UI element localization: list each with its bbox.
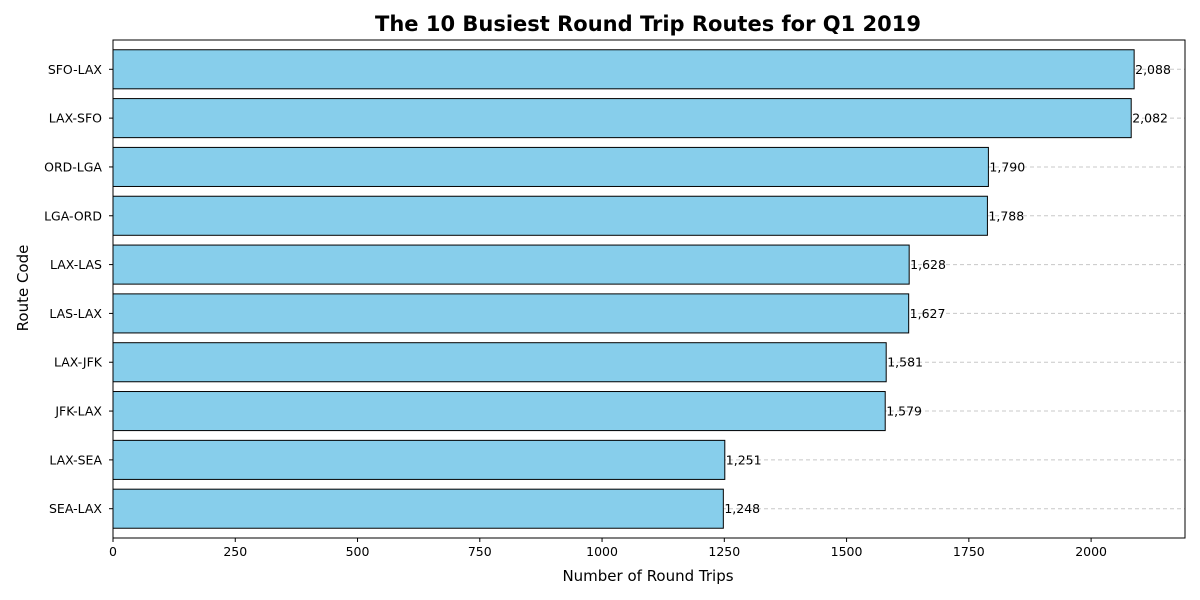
y-tick-label: ORD-LGA	[44, 159, 102, 174]
x-tick-label: 250	[223, 544, 247, 559]
bar-lax-sea	[112, 439, 726, 480]
y-tick-label: LAX-JFK	[54, 355, 103, 370]
bar-sfo-lax	[112, 49, 1135, 90]
data-label-lax-sea: 1,251	[726, 452, 762, 467]
bar-jfk-lax	[112, 391, 886, 432]
data-label-lga-ord: 1,788	[988, 208, 1024, 223]
bar-lga-ord	[112, 195, 988, 236]
y-tick-label: LAX-SEA	[49, 452, 102, 467]
data-label-lax-jfk: 1,581	[887, 355, 923, 370]
y-tick-label: LAS-LAX	[49, 306, 102, 321]
y-axis-label: Route Code	[14, 245, 32, 332]
x-axis-label: Number of Round Trips	[562, 567, 733, 585]
data-labels: 2,088 2,082 1,790 1,788 1,628 1,627 1,581 1,579…	[724, 62, 1171, 516]
y-tick-label: SEA-LAX	[49, 501, 102, 516]
y-axis-ticks: SFO-LAX LAX-SFO ORD-LGA LGA-ORD LAX-LAS LAS-L…	[44, 62, 113, 516]
bar-lax-las	[112, 244, 910, 285]
bar-sea-lax	[112, 488, 724, 529]
data-label-las-lax: 1,627	[910, 306, 946, 321]
bars	[112, 49, 1135, 529]
y-tick-label: LAX-LAS	[50, 257, 102, 272]
x-tick-label: 1250	[708, 544, 740, 559]
x-tick-label: 500	[346, 544, 370, 559]
data-label-lax-sfo: 2,082	[1132, 111, 1168, 126]
x-tick-label: 0	[109, 544, 117, 559]
data-label-jfk-lax: 1,579	[886, 404, 922, 419]
x-tick-label: 1500	[831, 544, 863, 559]
y-tick-label: LAX-SFO	[49, 111, 102, 126]
data-label-sfo-lax: 2,088	[1135, 62, 1171, 77]
bar-lax-jfk	[112, 342, 887, 383]
bar-las-lax	[112, 293, 910, 334]
y-tick-label: LGA-ORD	[44, 208, 102, 223]
chart-title: The 10 Busiest Round Trip Routes for Q1 …	[375, 12, 921, 36]
x-axis-ticks: 0 250 500 750 1000 1250 1500 1750 2000	[109, 538, 1107, 559]
bar-lax-sfo	[112, 98, 1132, 139]
x-tick-label: 1000	[586, 544, 618, 559]
y-tick-label: SFO-LAX	[48, 62, 103, 77]
y-tick-label: JFK-LAX	[54, 404, 102, 419]
data-label-ord-lga: 1,790	[989, 159, 1025, 174]
bar-ord-lga	[112, 146, 989, 187]
x-tick-label: 2000	[1075, 544, 1107, 559]
x-tick-label: 750	[468, 544, 492, 559]
data-label-sea-lax: 1,248	[724, 501, 760, 516]
plot-area-frame	[112, 39, 1186, 539]
x-tick-label: 1750	[953, 544, 985, 559]
data-label-lax-las: 1,628	[910, 257, 946, 272]
